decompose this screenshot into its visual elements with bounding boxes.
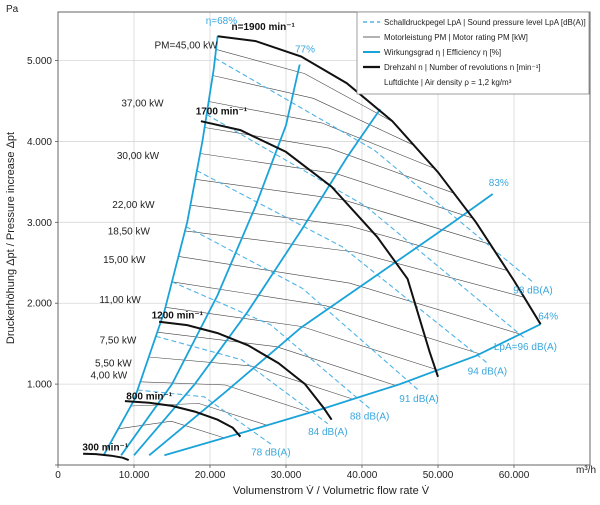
power-line	[204, 127, 455, 194]
x-tick-label: 0	[55, 470, 61, 481]
sound-line	[214, 57, 534, 283]
power-line	[216, 49, 394, 123]
x-tick-label: 40.000	[347, 470, 378, 481]
efficiency-lines	[102, 36, 541, 457]
sound-line	[185, 226, 420, 392]
efficiency-label: η=68%	[206, 16, 238, 27]
speed-curve	[217, 35, 542, 325]
sound-line	[137, 389, 272, 445]
sound-label: 98 dB(A)	[513, 286, 552, 297]
power-line	[140, 381, 311, 413]
power-line	[130, 403, 268, 426]
legend-item-sound: Schalldruckpegel LpA | Sound pressure le…	[384, 18, 586, 27]
sound-label: LpA=96 dB(A)	[494, 342, 557, 353]
y-tick-label: 1.000	[27, 380, 52, 391]
power-line	[171, 281, 480, 355]
y-axis-unit: Pa	[6, 4, 19, 15]
y-axis-label: Druckerhöhung Δpt / Pressure increase Δp…	[5, 132, 17, 344]
sound-label: 78 dB(A)	[251, 447, 290, 458]
efficiency-curve	[102, 36, 219, 456]
sound-line	[171, 281, 370, 409]
speed-curve	[83, 452, 130, 462]
x-tick-label: 10.000	[119, 470, 150, 481]
speed-lines	[83, 35, 542, 462]
legend: Schalldruckpegel LpA | Sound pressure le…	[356, 11, 590, 95]
legend-item-speed: Drehzahl n | Number of revolutions n [mi…	[384, 63, 541, 72]
sound-line	[196, 170, 488, 364]
power-label: PM=45,00 kW	[155, 40, 219, 51]
power-lines	[118, 49, 525, 439]
power-label: 18,50 kW	[108, 226, 151, 237]
efficiency-curve	[148, 193, 494, 456]
efficiency-curve	[133, 108, 381, 456]
speed-label: 300 min⁻¹	[82, 442, 129, 453]
sound-label: 88 dB(A)	[350, 412, 389, 423]
legend-item-density: Luftdichte | Air density ρ = 1,2 kg/m³	[384, 78, 512, 87]
plot-frame	[57, 11, 591, 466]
legend-item-efficiency: Wirkungsgrad η | Efficiency η [%]	[384, 48, 501, 57]
labels: n=1900 min⁻¹ 1700 min⁻¹ 1200 min⁻¹ 800 min⁻…	[82, 16, 558, 458]
power-line	[184, 230, 525, 298]
x-axis-unit: m³/h	[576, 465, 596, 476]
power-label: 37,00 kW	[121, 99, 164, 110]
y-tick-label: 2.000	[27, 299, 52, 310]
x-tick-label: 50.000	[423, 470, 454, 481]
x-tick-label: 20.000	[195, 470, 226, 481]
y-tick-label: 3.000	[27, 218, 52, 229]
sound-label: 84 dB(A)	[308, 427, 347, 438]
y-tick-label: 4.000	[27, 137, 52, 148]
sound-label: 94 dB(A)	[468, 366, 507, 377]
efficiency-curve	[120, 64, 301, 456]
axes: 0 10.000 20.000 30.000 40.000 50.000 60.000 1.0…	[27, 11, 591, 481]
power-line	[178, 256, 521, 335]
power-label: 5,50 kW	[95, 358, 132, 369]
power-line	[208, 101, 435, 169]
legend-item-power: Motorleistung PM | Motor rating PM [kW]	[384, 33, 528, 42]
speed-curve	[200, 120, 439, 378]
speed-label: n=1900 min⁻¹	[232, 22, 296, 33]
sound-line	[155, 335, 329, 425]
efficiency-label: 64%	[538, 311, 558, 322]
power-line	[157, 331, 396, 386]
speed-curve	[158, 320, 333, 421]
power-label: 7,50 kW	[100, 336, 137, 347]
power-line	[118, 420, 225, 439]
y-tick-label: 5.000	[27, 56, 52, 67]
x-axis-label: Volumenstrom V̇ / Volumetric flow rate V…	[233, 484, 430, 497]
power-label: 11,00 kW	[99, 295, 141, 306]
speed-label: 1700 min⁻¹	[196, 107, 248, 118]
power-label: 15,00 kW	[103, 255, 146, 266]
power-label: 4,00 kW	[90, 370, 127, 381]
power-label: 30,00 kW	[117, 151, 160, 162]
efficiency-label: 83%	[489, 178, 509, 189]
sound-label: 91 dB(A)	[399, 394, 438, 405]
power-label: 22,00 kW	[112, 200, 155, 211]
legend-box	[356, 11, 590, 95]
power-line	[148, 356, 353, 400]
speed-label: 1200 min⁻¹	[152, 311, 204, 322]
sound-lines	[137, 57, 534, 445]
power-line	[212, 75, 415, 146]
efficiency-label: 77%	[295, 44, 315, 55]
sound-line	[206, 114, 526, 340]
speed-label: 800 min⁻¹	[126, 391, 173, 402]
efficiency-curve	[164, 323, 541, 457]
x-tick-label: 30.000	[271, 470, 302, 481]
speed-curve	[124, 400, 242, 438]
x-tick-label: 60.000	[499, 470, 530, 481]
power-line	[190, 204, 508, 271]
